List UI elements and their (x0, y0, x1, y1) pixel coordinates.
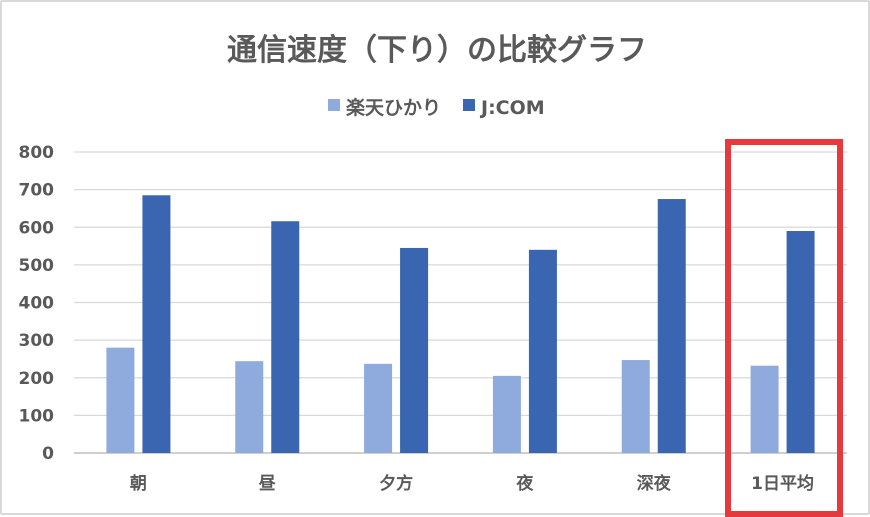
gridlines (74, 151, 847, 454)
legend-label-rakuten: 楽天ひかり (346, 96, 441, 119)
bar-rakuten-1 (235, 361, 264, 453)
x-category-label: 夕方 (379, 473, 413, 494)
highlight-box (725, 139, 843, 517)
x-category-label: 深夜 (637, 473, 672, 494)
bar-rakuten-3 (492, 375, 521, 453)
y-tick-label: 100 (19, 406, 55, 426)
y-tick-label: 300 (19, 331, 55, 351)
x-category-label: 昼 (259, 474, 276, 494)
x-category-label: 夜 (515, 473, 534, 494)
bar-rakuten-2 (364, 363, 393, 453)
y-tick-label: 800 (19, 143, 55, 163)
bars (106, 195, 815, 454)
x-category-label: 1日平均 (751, 473, 814, 494)
x-category-label: 朝 (130, 473, 147, 494)
legend-label-jcom: J:COM (479, 97, 545, 119)
bar-jcom-1 (271, 221, 300, 453)
bar-rakuten-0 (106, 347, 135, 453)
y-tick-label: 400 (19, 294, 55, 314)
bar-jcom-3 (528, 249, 557, 453)
bar-rakuten-5 (750, 365, 779, 453)
y-tick-label: 0 (42, 444, 54, 464)
bar-jcom-2 (400, 247, 429, 453)
bar-jcom-0 (142, 195, 171, 454)
y-tick-label: 700 (19, 181, 55, 201)
y-tick-label: 200 (19, 369, 55, 389)
x-axis-categories: 朝 昼 夕方 夜 深夜 1日平均 (130, 473, 814, 494)
bar-rakuten-4 (621, 360, 650, 453)
bar-jcom-5 (786, 231, 815, 453)
legend-swatch-jcom (463, 99, 475, 111)
y-axis-ticks: 0 100 200 300 400 500 600 700 800 (19, 143, 55, 464)
legend-swatch-rakuten (328, 99, 340, 111)
legend: 楽天ひかり J:COM (328, 96, 545, 119)
chart-title: 通信速度（下り）の比較グラフ (227, 33, 647, 68)
y-tick-label: 600 (19, 218, 55, 238)
y-tick-label: 500 (19, 256, 55, 276)
bar-jcom-4 (657, 199, 686, 453)
